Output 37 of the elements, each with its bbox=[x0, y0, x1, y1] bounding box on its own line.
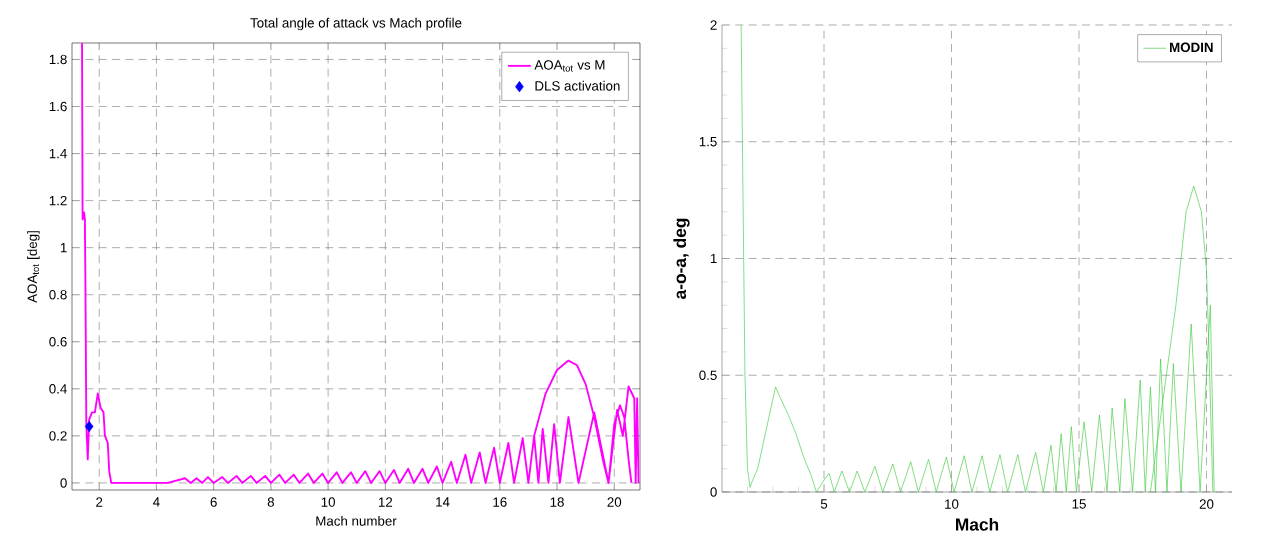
x-tick-label: 14 bbox=[436, 497, 450, 507]
x-tick-label: 8 bbox=[267, 497, 275, 507]
x-tick-label: 10 bbox=[321, 497, 336, 507]
x-tick-label: 5 bbox=[820, 499, 828, 509]
y-tick-label: 2 bbox=[710, 20, 717, 30]
y-tick-label: 0.6 bbox=[49, 337, 67, 347]
x-tick-label: 6 bbox=[210, 497, 217, 507]
y-tick-label: 0.8 bbox=[49, 290, 67, 300]
y-tick-label: 1.2 bbox=[49, 195, 67, 206]
x-tick-label: 20 bbox=[1199, 499, 1214, 509]
x-tick-label: 18 bbox=[550, 497, 564, 507]
x-tick-label: 12 bbox=[378, 497, 393, 507]
x-tick-label: 16 bbox=[493, 497, 507, 507]
y-tick-label: 0.5 bbox=[699, 370, 717, 380]
y-tick-label: 1 bbox=[60, 243, 67, 253]
y-axis-title: AOA$_{tot}$ [deg] bbox=[27, 231, 40, 303]
legend-label: AOA$_{tot}$ vs M bbox=[534, 60, 605, 72]
y-tick-label: 0.2 bbox=[49, 431, 67, 441]
legend-label: DLS activation bbox=[535, 80, 620, 91]
y-axis-title: a-o-a, deg bbox=[673, 218, 690, 299]
y-tick-label: 1 bbox=[710, 253, 717, 264]
y-tick-label: 1.6 bbox=[49, 101, 67, 112]
x-axis-title: Mach number bbox=[316, 515, 397, 526]
y-tick-label: 1.8 bbox=[49, 54, 67, 65]
y-tick-label: 1.5 bbox=[699, 137, 717, 147]
x-axis-title: Mach bbox=[956, 517, 999, 531]
x-tick-label: 4 bbox=[153, 497, 160, 507]
y-tick-label: 0 bbox=[710, 487, 717, 497]
legend-label: MODIN bbox=[1169, 42, 1213, 53]
y-tick-label: 0 bbox=[60, 478, 67, 488]
x-tick-label: 10 bbox=[945, 499, 959, 509]
y-tick-label: 1.4 bbox=[49, 148, 67, 159]
x-tick-label: 20 bbox=[607, 497, 622, 507]
y-tick-label: 0.4 bbox=[49, 384, 67, 394]
x-tick-label: 15 bbox=[1072, 499, 1086, 509]
x-tick-label: 2 bbox=[96, 497, 103, 507]
chart-title: Total angle of attack vs Mach profile bbox=[250, 17, 462, 31]
